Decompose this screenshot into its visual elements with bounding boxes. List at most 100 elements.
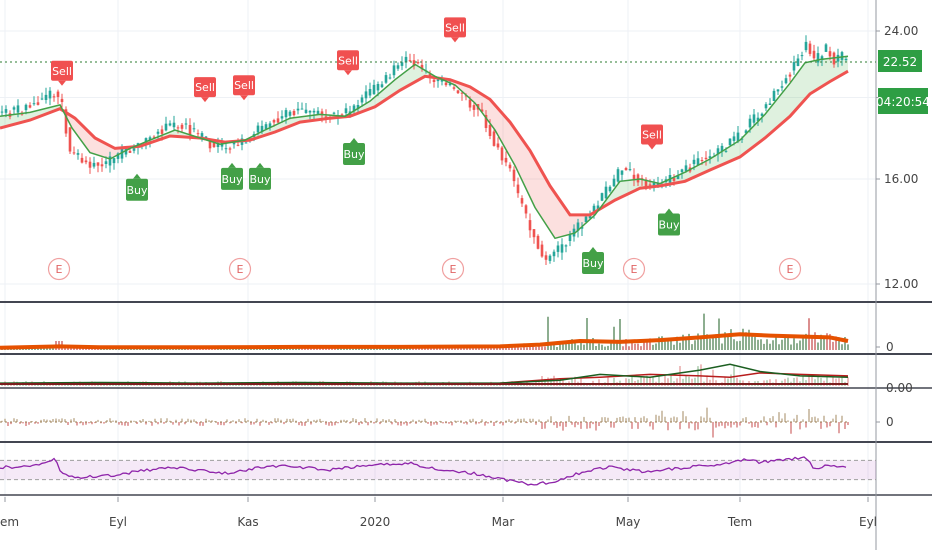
- earnings-marker: [47, 257, 71, 281]
- candle-body: [492, 131, 496, 146]
- candle-body: [644, 179, 648, 187]
- candle-body: [292, 111, 296, 116]
- candle-body: [392, 65, 396, 76]
- candle-body: [700, 160, 704, 161]
- volume-average-line: [0, 332, 849, 350]
- candle-body: [652, 182, 656, 187]
- candle-body: [244, 142, 248, 144]
- sell-signal-pointer: [451, 37, 459, 43]
- candle-body: [12, 107, 16, 110]
- candle-body: [716, 148, 720, 155]
- candle-body: [648, 184, 652, 186]
- candle-body: [28, 105, 32, 108]
- candle-body: [564, 245, 568, 247]
- rsi-panel: [0, 456, 876, 486]
- candle-body: [836, 54, 840, 62]
- buy-signal-label: Buy: [582, 257, 604, 270]
- candle-body: [4, 109, 8, 113]
- countdown-label: 04:20:54: [876, 95, 930, 109]
- candle-body: [732, 136, 736, 141]
- candle-body: [184, 123, 188, 125]
- candle-body: [268, 123, 272, 128]
- candle-body: [224, 148, 228, 150]
- candle-body: [504, 157, 508, 163]
- candle-body: [80, 157, 84, 163]
- candle-body: [436, 79, 440, 82]
- sell-signal-pointer: [240, 95, 248, 101]
- sell-signal: [337, 50, 359, 71]
- candle-body: [148, 137, 152, 141]
- candle-body: [24, 104, 28, 111]
- candle-body: [116, 153, 120, 159]
- sell-signal-label: Sell: [234, 79, 254, 92]
- candle-body: [840, 52, 844, 60]
- candle-body: [192, 128, 196, 130]
- candle-body: [748, 118, 752, 128]
- candle-body: [200, 133, 204, 137]
- price-tick-label: 12.00: [884, 277, 918, 291]
- sell-signal-label: Sell: [642, 128, 662, 141]
- candle-body: [628, 169, 632, 171]
- sell-signal-label: Sell: [52, 65, 72, 78]
- candle-body: [264, 124, 268, 130]
- candle-body: [236, 144, 240, 146]
- buy-signal-pointer: [350, 137, 358, 143]
- rsi-line: [0, 456, 847, 486]
- candle-body: [428, 74, 432, 77]
- candle-body: [608, 186, 612, 192]
- candle-body: [444, 82, 448, 86]
- candle-body: [692, 159, 696, 165]
- candle-body: [124, 148, 128, 155]
- candle-body: [812, 50, 816, 59]
- candle-body: [820, 56, 824, 61]
- earnings-label: E: [450, 263, 457, 276]
- candle-body: [780, 86, 784, 88]
- candle-body: [380, 84, 384, 88]
- candle-body: [104, 161, 108, 164]
- earnings-label: E: [56, 263, 63, 276]
- candle-body: [128, 150, 132, 153]
- buy-signal: [221, 167, 243, 190]
- candle-body: [556, 245, 560, 252]
- candle-body: [212, 142, 216, 148]
- candle-body: [724, 150, 728, 152]
- candle-body: [64, 109, 68, 134]
- time-tick-label: em: [0, 515, 19, 529]
- buy-signal-label: Buy: [221, 173, 243, 186]
- candle-body: [408, 60, 412, 62]
- candle-body: [40, 98, 44, 100]
- sell-signal: [194, 77, 216, 98]
- candle-body: [568, 234, 572, 241]
- candle-body: [672, 178, 676, 181]
- candle-body: [412, 60, 416, 67]
- candle-body: [804, 41, 808, 51]
- sell-signal: [233, 75, 255, 96]
- histogram-tick-label: 0: [886, 415, 894, 429]
- candle-body: [360, 97, 364, 103]
- countdown-badge: [878, 88, 928, 114]
- candle-body: [584, 216, 588, 222]
- candle-body: [388, 77, 392, 79]
- time-tick-label: Eyl: [859, 515, 877, 529]
- candle-body: [172, 122, 176, 128]
- candle-body: [316, 110, 320, 114]
- candle-body: [604, 186, 608, 199]
- candle-body: [612, 178, 616, 187]
- earnings-label: E: [787, 263, 794, 276]
- candle-body: [176, 127, 180, 129]
- candle-body: [416, 62, 420, 64]
- time-tick-label: Kas: [237, 515, 258, 529]
- candle-body: [456, 90, 460, 94]
- candle-body: [352, 105, 356, 112]
- candle-body: [16, 105, 20, 113]
- histogram-panel: [0, 407, 849, 438]
- candle-body: [84, 160, 88, 163]
- buy-signal: [343, 142, 365, 165]
- candle-body: [72, 152, 76, 154]
- earnings-marker: [778, 257, 802, 281]
- buy-signal-label: Buy: [658, 219, 680, 232]
- candle-body: [768, 103, 772, 105]
- buy-signal-pointer: [589, 247, 597, 253]
- buy-signal-label: Buy: [343, 148, 365, 161]
- sell-signal: [51, 60, 73, 81]
